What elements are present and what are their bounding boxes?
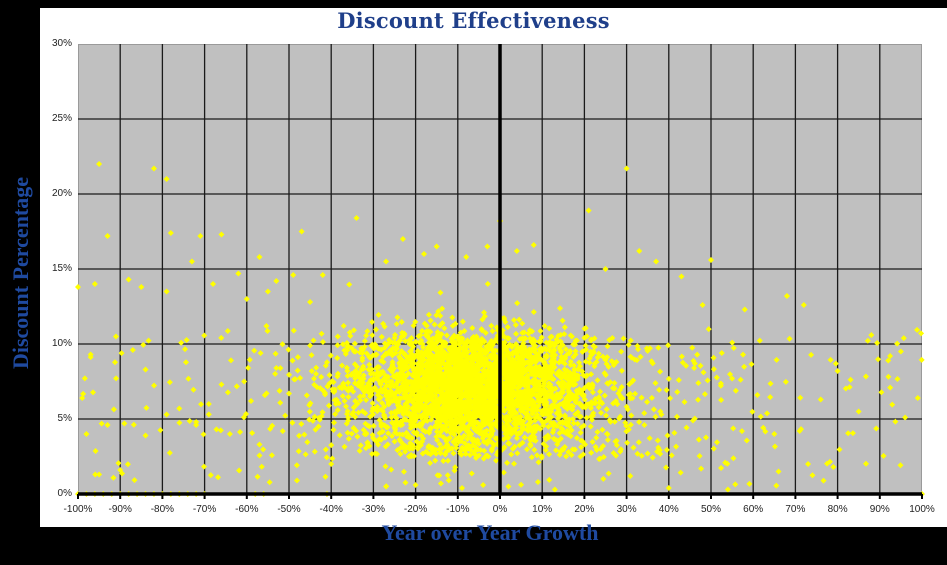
y-tick-label: 20% xyxy=(51,188,72,199)
x-tick-label: -60% xyxy=(235,504,259,515)
x-tick-label: 0% xyxy=(492,504,508,515)
x-tick-label: -90% xyxy=(108,504,132,515)
scatter-plot xyxy=(75,44,925,499)
y-tick-label: 5% xyxy=(57,413,72,424)
x-tick-label: 100% xyxy=(909,504,935,515)
x-tick-label: -10% xyxy=(446,504,470,515)
y-tick-label: 30% xyxy=(51,38,72,49)
y-axis-label: Discount Percentage xyxy=(8,176,33,370)
y-tick-label: 25% xyxy=(51,113,72,124)
x-tick-label: 90% xyxy=(869,504,890,515)
x-tick-label: 40% xyxy=(658,504,679,515)
y-tick-label: 10% xyxy=(51,338,72,349)
x-tick-label: -40% xyxy=(319,504,343,515)
x-tick-label: -50% xyxy=(277,504,301,515)
x-tick-label: 10% xyxy=(532,504,553,515)
chart-title: Discount Effectiveness xyxy=(337,8,610,33)
x-tick-label: -100% xyxy=(63,504,93,515)
x-tick-label: -30% xyxy=(361,504,386,515)
x-tick-label: 70% xyxy=(785,504,806,515)
y-tick-label: 15% xyxy=(51,263,72,274)
x-tick-label: -20% xyxy=(403,504,428,515)
x-tick-label: -80% xyxy=(150,504,175,515)
x-tick-label: 60% xyxy=(743,504,764,515)
x-tick-label: 30% xyxy=(616,504,637,515)
x-tick-label: 20% xyxy=(574,504,595,515)
x-axis-label: Year over Year Growth xyxy=(381,520,599,545)
x-tick-label: 80% xyxy=(827,504,848,515)
y-tick-label: 0% xyxy=(57,488,72,499)
x-tick-label: -70% xyxy=(192,504,217,515)
x-tick-label: 50% xyxy=(700,504,721,515)
